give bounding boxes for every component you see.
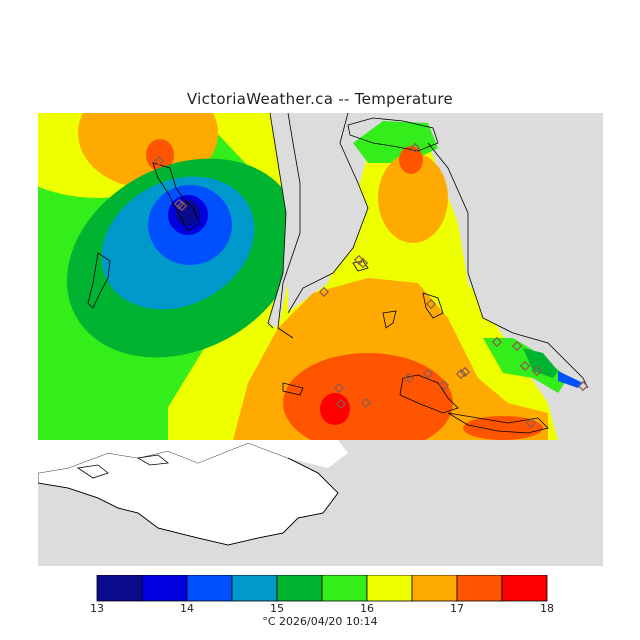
station-marker bbox=[525, 417, 537, 429]
legend-bin bbox=[501, 575, 548, 602]
color-legend bbox=[96, 575, 548, 602]
station-marker bbox=[357, 257, 369, 269]
station-marker bbox=[438, 379, 450, 391]
station-marker bbox=[360, 397, 372, 409]
legend-bins bbox=[96, 575, 548, 602]
station-marker bbox=[353, 254, 365, 266]
legend-tick-label: 18 bbox=[540, 602, 554, 615]
station-marker bbox=[459, 366, 471, 378]
station-marker bbox=[409, 142, 421, 154]
legend-bin bbox=[141, 575, 188, 602]
legend-caption: °C 2026/04/20 10:14 bbox=[0, 615, 640, 628]
legend-bin bbox=[456, 575, 503, 602]
legend-tick-label: 15 bbox=[270, 602, 284, 615]
legend-bin bbox=[366, 575, 413, 602]
temperature-map bbox=[38, 113, 603, 566]
legend-tick-label: 16 bbox=[360, 602, 374, 615]
station-marker bbox=[422, 368, 434, 380]
legend-bin bbox=[96, 575, 143, 602]
unit-label: °C bbox=[262, 615, 276, 628]
haro-strait-gap bbox=[268, 113, 308, 328]
station-marker bbox=[333, 382, 345, 394]
station-marker bbox=[511, 340, 523, 352]
legend-bin bbox=[186, 575, 233, 602]
station-marker bbox=[173, 198, 185, 210]
station-marker bbox=[519, 360, 531, 372]
station-marker bbox=[455, 368, 467, 380]
station-marker bbox=[531, 365, 543, 377]
timestamp: 2026/04/20 10:14 bbox=[279, 615, 378, 628]
legend-bin bbox=[276, 575, 323, 602]
station-marker bbox=[335, 398, 347, 410]
coastlines bbox=[38, 113, 589, 546]
temperature-field bbox=[38, 113, 583, 440]
station-marker bbox=[153, 155, 165, 167]
legend-tick-label: 14 bbox=[180, 602, 194, 615]
hot-center bbox=[320, 393, 350, 425]
station-marker bbox=[491, 336, 503, 348]
north-channel-gap bbox=[283, 113, 368, 288]
station-marker bbox=[318, 286, 330, 298]
map-title: VictoriaWeather.ca -- Temperature bbox=[186, 90, 454, 108]
station-marker bbox=[403, 372, 415, 384]
legend-bin bbox=[231, 575, 278, 602]
station-marker bbox=[577, 380, 589, 392]
warm-cell-south bbox=[283, 353, 453, 440]
legend-bin bbox=[411, 575, 458, 602]
legend-tick-label: 13 bbox=[90, 602, 104, 615]
station-marker bbox=[425, 298, 437, 310]
station-markers bbox=[153, 142, 589, 429]
legend-tick-label: 17 bbox=[450, 602, 464, 615]
legend-bin bbox=[321, 575, 368, 602]
